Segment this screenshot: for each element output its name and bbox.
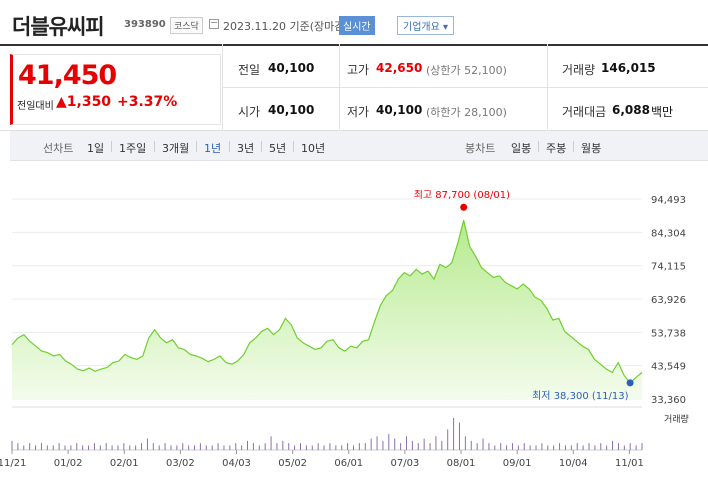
price-summary bbox=[0, 44, 708, 131]
divider bbox=[229, 141, 230, 152]
tab-1day[interactable]: 1일 bbox=[87, 142, 105, 155]
max-label: 최고 87,700 (08/01) bbox=[414, 190, 510, 201]
y-axis: 94,493 84,304 74,115 63,926 53,738 43,549 33,3… bbox=[651, 195, 686, 406]
high-label: 고가 bbox=[347, 63, 370, 77]
low-value: 40,100 bbox=[376, 103, 423, 117]
x-tick-label: 09/01 bbox=[503, 458, 532, 469]
min-label: 최저 38,300 (11/13) bbox=[532, 390, 628, 402]
chevron-down-icon: ▾ bbox=[443, 22, 449, 33]
volume-label: 거래량 bbox=[562, 63, 596, 77]
prev-close-value: 40,100 bbox=[268, 61, 315, 75]
amount-value: 6,088 bbox=[612, 103, 650, 117]
tab-3year[interactable]: 3년 bbox=[237, 142, 255, 155]
tab-3month[interactable]: 3개월 bbox=[162, 142, 190, 155]
line-chart-label: 선차트 bbox=[43, 142, 74, 155]
current-price-panel bbox=[10, 54, 221, 125]
x-tick-label: 06/01 bbox=[334, 458, 363, 469]
tab-monthly[interactable]: 월봉 bbox=[581, 142, 602, 155]
tab-10year[interactable]: 10년 bbox=[301, 142, 326, 155]
max-marker bbox=[460, 203, 468, 211]
y-tick-label: 94,493 bbox=[651, 195, 686, 206]
tab-1year[interactable]: 1년 bbox=[204, 142, 222, 155]
divider bbox=[538, 141, 539, 152]
stock-name: 더블유씨피 bbox=[12, 15, 105, 39]
x-axis: 11/21 01/02 02/01 03/02 04/03 05/02 06/01 07/03… bbox=[0, 450, 644, 469]
y-tick-label: 63,926 bbox=[651, 295, 686, 306]
x-tick-label: 08/01 bbox=[447, 458, 476, 469]
upper-limit: (상한가 52,100) bbox=[426, 64, 507, 77]
x-tick-label: 01/02 bbox=[54, 458, 83, 469]
amount-unit: 백만 bbox=[651, 105, 674, 119]
y-tick-label: 84,304 bbox=[651, 228, 686, 239]
price-chart: 94,493 84,304 74,115 63,926 53,738 43,549 33,3… bbox=[0, 190, 689, 469]
divider bbox=[261, 141, 262, 152]
x-tick-label: 03/02 bbox=[166, 458, 195, 469]
volume-legend: 거래량 bbox=[664, 413, 689, 425]
period-tab-bar bbox=[10, 131, 708, 161]
y-tick-label: 33,360 bbox=[651, 395, 686, 406]
amount-label: 거래대금 bbox=[562, 105, 607, 119]
company-overview-label: 기업개요 bbox=[403, 22, 440, 33]
lower-limit: (하한가 28,100) bbox=[426, 106, 507, 119]
divider bbox=[573, 141, 574, 152]
price-line bbox=[11, 220, 643, 384]
prev-close-label: 전일 bbox=[238, 63, 261, 77]
high-value: 42,650 bbox=[376, 61, 423, 75]
volume-bars bbox=[11, 418, 643, 450]
calendar-icon bbox=[209, 19, 219, 29]
open-label: 시가 bbox=[238, 105, 261, 119]
compare-label: 전일대비 bbox=[17, 101, 54, 112]
reference-date: 2023.11.20 기준(장마감) bbox=[223, 20, 349, 33]
tab-weekly[interactable]: 주봉 bbox=[546, 142, 567, 155]
price-change: ▲1,350 bbox=[56, 94, 112, 110]
tab-5year[interactable]: 5년 bbox=[269, 142, 287, 155]
market-badge: 코스닥 bbox=[170, 17, 203, 34]
tab-daily[interactable]: 일봉 bbox=[511, 142, 532, 155]
y-tick-label: 43,549 bbox=[651, 362, 686, 373]
y-tick-label: 74,115 bbox=[651, 262, 686, 273]
divider bbox=[111, 141, 112, 152]
min-marker bbox=[626, 379, 634, 387]
realtime-button[interactable]: 실시간 bbox=[339, 16, 375, 35]
company-overview-button[interactable]: 기업개요 ▾ bbox=[397, 16, 455, 35]
divider bbox=[293, 141, 294, 152]
price-area bbox=[12, 220, 642, 399]
open-value: 40,100 bbox=[268, 103, 315, 117]
x-tick-label: 05/02 bbox=[278, 458, 307, 469]
x-tick-label: 11/01 bbox=[615, 458, 644, 469]
x-tick-label: 02/01 bbox=[110, 458, 139, 469]
volume-value: 146,015 bbox=[601, 61, 656, 75]
x-tick-label: 11/21 bbox=[0, 458, 26, 469]
candle-chart-label: 봉차트 bbox=[465, 142, 496, 155]
low-label: 저가 bbox=[347, 105, 370, 119]
divider bbox=[154, 141, 155, 152]
divider bbox=[222, 87, 708, 88]
price-change-rate: +3.37% bbox=[117, 94, 178, 110]
stock-code: 393890 bbox=[124, 19, 166, 30]
x-tick-label: 10/04 bbox=[559, 458, 588, 469]
x-tick-label: 04/03 bbox=[222, 458, 251, 469]
x-tick-label: 07/03 bbox=[390, 458, 419, 469]
tab-1week[interactable]: 1주일 bbox=[119, 142, 147, 155]
divider bbox=[196, 141, 197, 152]
current-price: 41,450 bbox=[18, 60, 117, 91]
y-tick-label: 53,738 bbox=[651, 328, 686, 339]
